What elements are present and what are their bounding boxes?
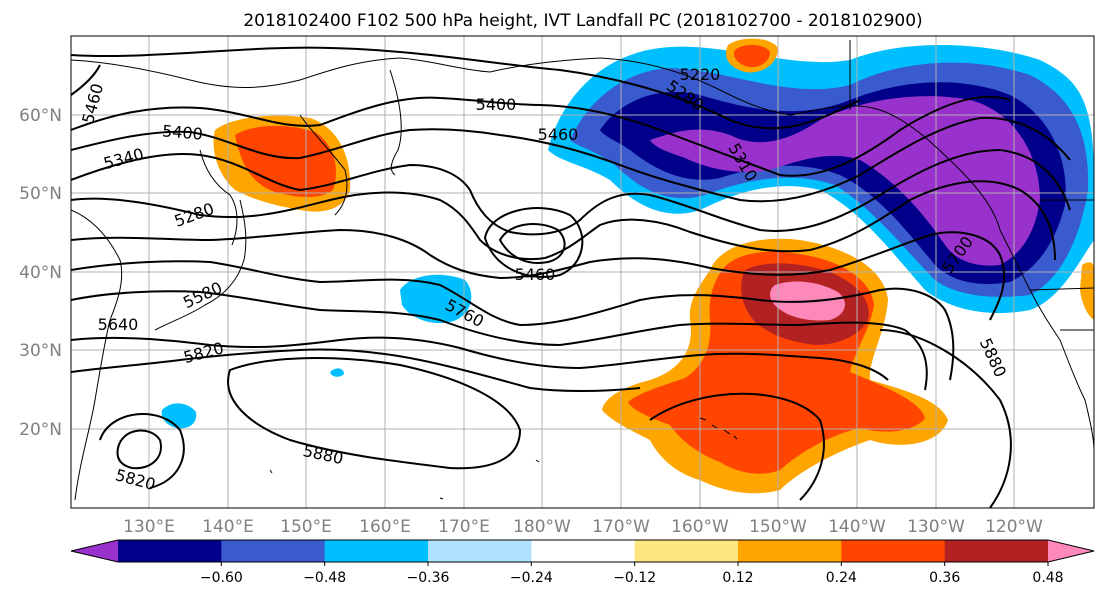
lon-tick-label: 150°W xyxy=(749,517,807,537)
colorbar-swatch xyxy=(634,540,739,562)
colorbar-swatch xyxy=(428,540,532,562)
colorbar-tick-label: −0.48 xyxy=(303,570,346,586)
map-title: 2018102400 F102 500 hPa height, IVT Land… xyxy=(243,11,922,31)
colorbar: −0.60 −0.48 −0.36 −0.24 −0.12 0.12 0.24 0.36 0.4… xyxy=(70,539,1095,586)
contour-label: 5400 xyxy=(476,95,517,114)
contour-label: 5400 xyxy=(161,121,203,143)
colorbar-swatch xyxy=(118,540,222,562)
lon-tick-label: 150°E xyxy=(280,517,332,537)
contour-label: 5640 xyxy=(98,315,139,334)
colorbar-tick-label: −0.60 xyxy=(200,570,243,586)
lon-tick-label: 120°W xyxy=(985,517,1043,537)
lat-tick-label: 30°N xyxy=(19,341,62,361)
lon-tick-label: 160°W xyxy=(671,517,729,537)
lon-tick-label: 130°E xyxy=(123,517,175,537)
lon-axis: 130°E 140°E 150°E 160°E 170°E 180°W 170°… xyxy=(123,517,1043,537)
lon-tick-label: 160°E xyxy=(359,517,411,537)
colorbar-extend-low xyxy=(71,540,118,562)
colorbar-swatch xyxy=(841,540,946,562)
lon-tick-label: 130°W xyxy=(907,517,965,537)
lon-tick-label: 170°W xyxy=(592,517,650,537)
lat-axis: 60°N 50°N 40°N 30°N 20°N xyxy=(19,106,62,440)
lat-tick-label: 40°N xyxy=(19,263,62,283)
lat-tick-label: 20°N xyxy=(19,420,62,440)
colorbar-tick-label: −0.12 xyxy=(613,570,656,586)
lon-tick-label: 180°W xyxy=(513,517,571,537)
contour-label: 5220 xyxy=(680,65,721,84)
colorbar-swatch xyxy=(221,540,326,562)
colorbar-extend-high xyxy=(1048,540,1094,562)
colorbar-swatch xyxy=(738,540,842,562)
lat-tick-label: 50°N xyxy=(19,184,62,204)
colorbar-outline xyxy=(70,539,1095,563)
lon-tick-label: 140°E xyxy=(202,517,254,537)
colorbar-tick-label: 0.24 xyxy=(826,570,857,586)
contour-label: 5460 xyxy=(538,125,579,144)
colorbar-swatch xyxy=(531,540,636,562)
coastlines xyxy=(71,40,1094,501)
colorbar-tick-label: −0.24 xyxy=(510,570,553,586)
lon-tick-label: 140°W xyxy=(828,517,886,537)
map-panel: 5460 5400 5340 5280 5220 5460 5400 5460 … xyxy=(71,36,1094,508)
map-frame xyxy=(70,35,1095,509)
colorbar-tick-label: 0.12 xyxy=(722,570,753,586)
height-contours xyxy=(71,46,1071,508)
colorbar-tick-label: 0.48 xyxy=(1032,570,1063,586)
lon-tick-label: 170°E xyxy=(438,517,490,537)
colorbar-swatch xyxy=(944,540,1049,562)
colorbar-tick-label: 0.36 xyxy=(929,570,960,586)
lat-tick-label: 60°N xyxy=(19,106,62,126)
contour-label: 5460 xyxy=(515,265,556,284)
colorbar-swatch xyxy=(324,540,429,562)
ivt-negative-shading xyxy=(161,45,1094,429)
colorbar-tick-label: −0.36 xyxy=(407,570,450,586)
